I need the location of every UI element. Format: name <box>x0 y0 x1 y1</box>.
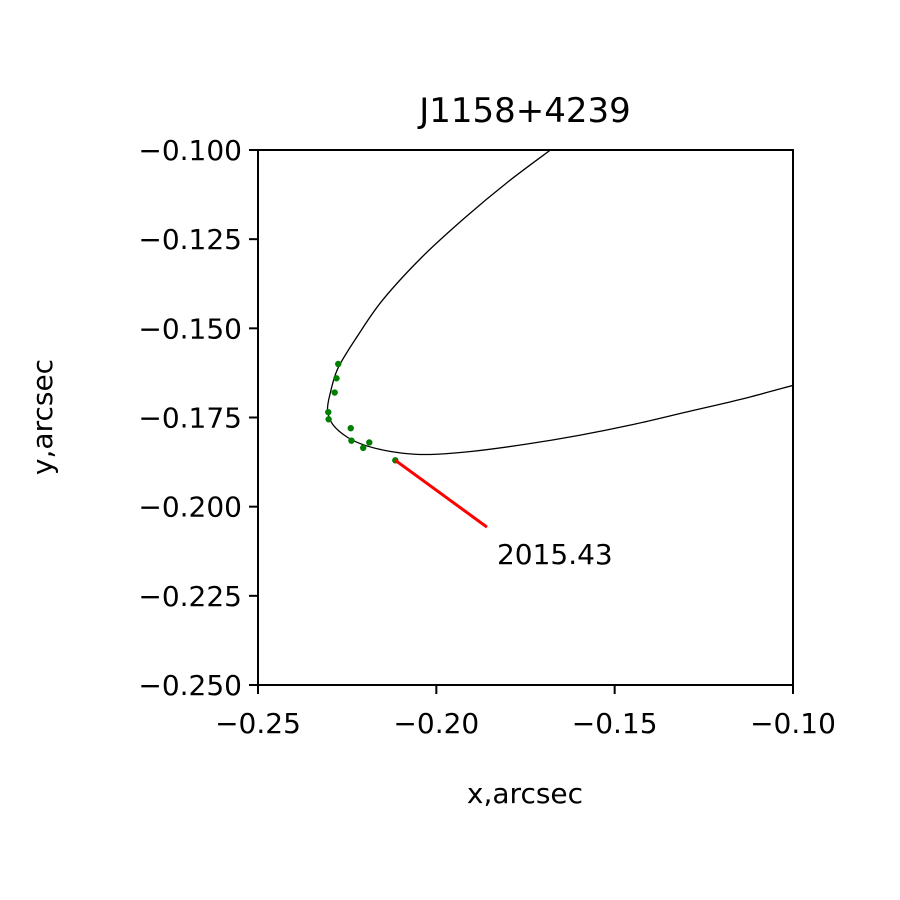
plot-frame <box>257 149 794 686</box>
data-point <box>331 389 338 396</box>
x-tick-label: −0.15 <box>572 707 658 740</box>
annotation-label: 2015.43 <box>497 538 613 571</box>
data-point <box>347 425 354 432</box>
data-point <box>325 416 332 423</box>
y-tick-label: −0.175 <box>138 402 242 435</box>
y-tick-label: −0.225 <box>138 580 242 613</box>
x-axis: −0.25 −0.20 −0.15 −0.10 <box>215 685 836 740</box>
y-tick-label: −0.100 <box>138 134 242 167</box>
y-axis-label: y,arcsec <box>26 359 59 475</box>
y-tick-label: −0.150 <box>138 312 242 345</box>
data-point <box>333 375 340 382</box>
x-tick-label: −0.20 <box>393 707 479 740</box>
x-axis-label: x,arcsec <box>467 777 583 810</box>
annotation-leader-line <box>394 459 488 529</box>
y-tick-label: −0.125 <box>138 223 242 256</box>
plot-area <box>325 150 793 464</box>
data-point <box>325 408 332 416</box>
chart-title: J1158+4239 <box>417 91 631 131</box>
data-point <box>366 439 373 446</box>
annotation-layer: 2015.43 <box>394 459 613 571</box>
data-point <box>348 437 355 444</box>
x-tick-label: −0.25 <box>215 707 301 740</box>
orbit-curve <box>326 150 793 456</box>
y-tick-label: −0.250 <box>138 669 242 702</box>
observation-points <box>325 360 399 464</box>
y-axis: −0.100 −0.125 −0.150 −0.175 −0.200 −0.225 −0.2… <box>138 134 258 702</box>
x-tick-label: −0.10 <box>750 707 836 740</box>
y-tick-label: −0.200 <box>138 491 242 524</box>
data-point <box>360 444 367 452</box>
data-point <box>335 360 342 368</box>
